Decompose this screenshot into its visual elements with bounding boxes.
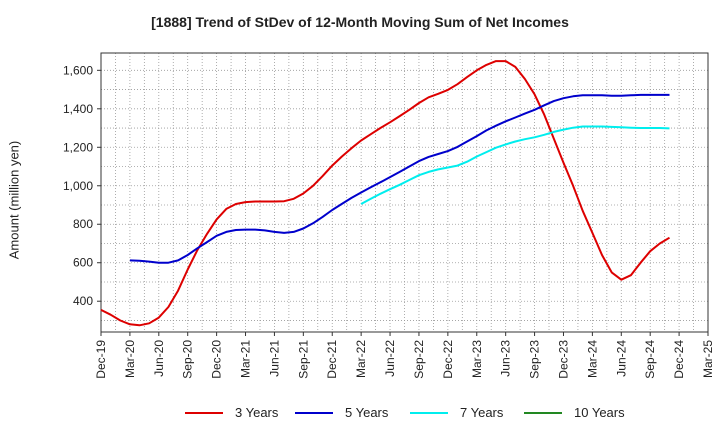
- series-line-5-years: [129, 93, 670, 264]
- chart-legend: 3 Years 5 Years 7 Years 10 Years: [0, 405, 720, 425]
- legend-swatch: [295, 411, 333, 414]
- x-tick-label: Jun-22: [383, 340, 397, 377]
- x-tick-label: Jun-24: [614, 340, 628, 377]
- legend-label: 5 Years: [345, 405, 389, 420]
- x-tick-label: Sep-20: [181, 340, 195, 379]
- x-tick-label: Dec-23: [556, 340, 570, 379]
- series-line-7-years: [360, 125, 670, 205]
- legend-item: 5 Years: [295, 405, 388, 420]
- y-tick-label: 1,400: [63, 102, 93, 116]
- x-tick-label: Mar-22: [354, 340, 368, 378]
- x-tick-label: Sep-21: [296, 340, 310, 379]
- x-tick-label: Sep-22: [412, 340, 426, 379]
- x-tick-label: Dec-20: [210, 340, 224, 379]
- x-tick-label: Dec-21: [325, 340, 339, 379]
- y-tick-label: 1,200: [63, 140, 93, 154]
- x-tick-label: Mar-21: [239, 340, 253, 378]
- x-tick-label: Sep-24: [643, 340, 657, 379]
- legend-swatch: [524, 411, 562, 414]
- y-tick-label: 1,000: [63, 179, 93, 193]
- plot-border: [100, 52, 709, 333]
- y-tick-label: 800: [73, 217, 93, 231]
- y-tick-label: 400: [73, 294, 93, 308]
- series-line-3-years: [100, 60, 671, 327]
- legend-label: 3 Years: [235, 405, 279, 420]
- chart-title: [1888] Trend of StDev of 12-Month Moving…: [151, 14, 569, 30]
- legend-label: 7 Years: [460, 405, 504, 420]
- legend-item: 3 Years: [185, 405, 278, 420]
- plot-area: [101, 53, 708, 332]
- y-tick-label: 1,600: [63, 63, 93, 77]
- x-tick-label: Dec-19: [94, 340, 108, 379]
- legend-item: 10 Years: [524, 405, 625, 420]
- x-tick-label: Jun-21: [267, 340, 281, 377]
- x-tick-label: Mar-25: [701, 340, 715, 378]
- legend-label: 10 Years: [574, 405, 625, 420]
- x-tick-label: Mar-20: [123, 340, 137, 378]
- x-tick-label: Mar-24: [585, 340, 599, 378]
- y-tick-label: 600: [73, 256, 93, 270]
- x-tick-label: Jun-20: [152, 340, 166, 377]
- legend-swatch: [185, 411, 223, 414]
- x-tick-label: Dec-22: [441, 340, 455, 379]
- legend-item: 7 Years: [410, 405, 503, 420]
- x-tick-label: Mar-23: [470, 340, 484, 378]
- x-tick-label: Jun-23: [499, 340, 513, 377]
- x-tick-label: Dec-24: [672, 340, 686, 379]
- legend-swatch: [410, 411, 448, 414]
- x-tick-label: Sep-23: [528, 340, 542, 379]
